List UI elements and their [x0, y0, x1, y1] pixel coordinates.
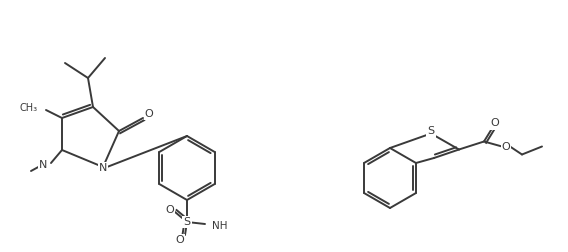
- Text: O: O: [491, 118, 499, 129]
- Text: N: N: [99, 163, 107, 173]
- Text: S: S: [183, 217, 190, 227]
- Text: CH₃: CH₃: [20, 103, 38, 113]
- Text: N: N: [39, 160, 47, 170]
- Text: S: S: [428, 127, 435, 137]
- Text: NH: NH: [212, 221, 228, 231]
- Text: O: O: [502, 142, 511, 151]
- Text: O: O: [145, 109, 153, 119]
- Text: O: O: [176, 235, 185, 245]
- Text: O: O: [166, 205, 174, 215]
